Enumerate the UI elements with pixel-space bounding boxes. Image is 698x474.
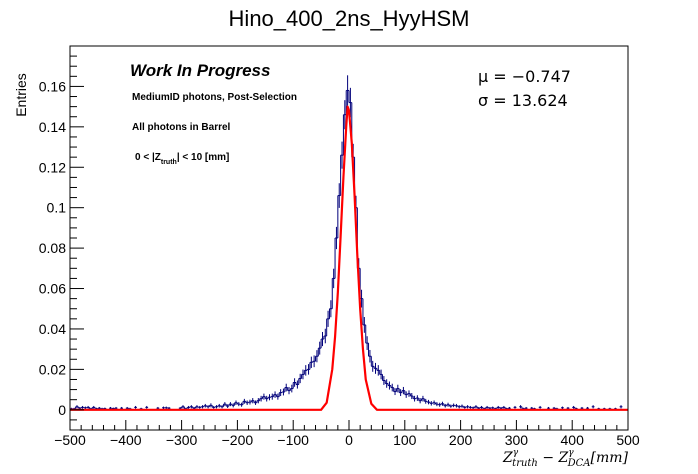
x-tick-label: −200 bbox=[222, 432, 254, 448]
y-axis: 0 0.02 0.04 0.06 0.08 0.1 0.12 0.14 0.16 bbox=[39, 55, 84, 431]
x-label-sub1: truth bbox=[512, 458, 538, 469]
x-tick-label: −300 bbox=[166, 432, 198, 448]
fit-curve bbox=[70, 105, 628, 411]
work-in-progress-label: Work In Progress bbox=[130, 61, 270, 80]
x-tick-label: 400 bbox=[561, 432, 585, 448]
x-label-minus: − Z bbox=[538, 450, 569, 466]
x-tick-label: −500 bbox=[54, 432, 86, 448]
y-tick-label: 0 bbox=[58, 402, 66, 418]
x-axis: −500 −400 −300 −200 −100 0 100 200 300 400 500 bbox=[54, 420, 640, 448]
y-tick-label: 0.16 bbox=[39, 78, 66, 94]
selection-note: MediumID photons, Post-Selection bbox=[132, 92, 297, 103]
y-tick-label: 0.06 bbox=[39, 281, 66, 297]
plot-area bbox=[70, 75, 628, 411]
cut-note: 0 < |Ztruth| < 10 [mm] bbox=[135, 152, 229, 166]
x-label-sub2: DCA bbox=[567, 458, 591, 469]
y-axis-label: Entries bbox=[13, 73, 29, 117]
x-tick-label: −100 bbox=[277, 432, 309, 448]
y-tick-label: 0.02 bbox=[39, 361, 66, 377]
cut-note-sub: truth bbox=[161, 159, 177, 166]
x-label-sup1: γ bbox=[513, 448, 519, 458]
x-axis-label: Zγ truth − Zγ DCA[mm] bbox=[502, 448, 628, 469]
x-label-z1: Z bbox=[502, 450, 513, 466]
cut-note-prefix: 0 < |Z bbox=[135, 152, 161, 163]
x-tick-label: 100 bbox=[393, 432, 417, 448]
sigma-stat: σ = 13.624 bbox=[478, 91, 568, 110]
fit-curve-series bbox=[70, 105, 628, 411]
mean-stat: μ = −0.747 bbox=[478, 67, 571, 86]
region-note: All photons in Barrel bbox=[132, 122, 231, 133]
y-tick-label: 0.14 bbox=[39, 119, 66, 135]
x-tick-label: 0 bbox=[345, 432, 353, 448]
x-label-sup2: γ bbox=[568, 448, 574, 458]
x-tick-label: −400 bbox=[110, 432, 142, 448]
y-tick-label: 0.12 bbox=[39, 159, 66, 175]
cut-note-suffix: | < 10 [mm] bbox=[177, 152, 230, 163]
y-tick-label: 0.08 bbox=[39, 240, 66, 256]
y-tick-label: 0.1 bbox=[47, 200, 67, 216]
x-label-unit: [mm] bbox=[591, 450, 629, 466]
x-tick-label: 200 bbox=[449, 432, 473, 448]
chart-title: Hino_400_2ns_HyyHSM bbox=[229, 6, 470, 31]
x-tick-label: 300 bbox=[505, 432, 529, 448]
y-tick-label: 0.04 bbox=[39, 321, 66, 337]
x-tick-label: 500 bbox=[616, 432, 640, 448]
